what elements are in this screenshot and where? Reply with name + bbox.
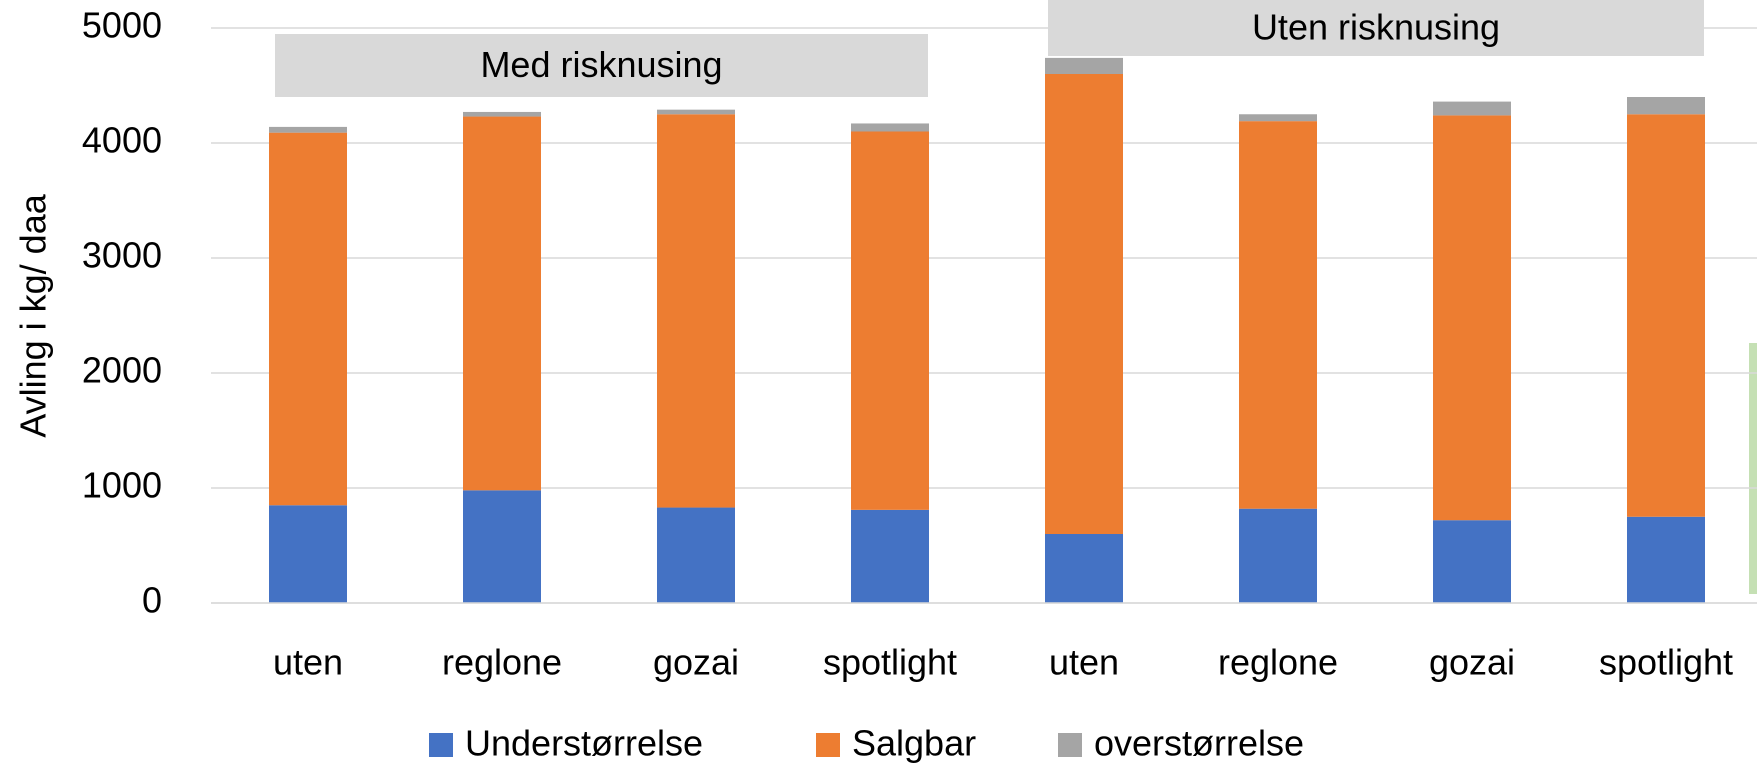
bar-segment: [851, 123, 929, 132]
bar-segment: [269, 126, 347, 133]
legend-swatch: [1058, 733, 1082, 757]
bar-segment: [851, 509, 929, 603]
y-axis-label: Avling i kg/ daa: [13, 193, 54, 437]
bar-segment: [269, 505, 347, 603]
bar-segment: [1045, 74, 1123, 534]
y-tick-label: 4000: [82, 120, 162, 161]
bar-segment: [463, 490, 541, 603]
bar-segment: [657, 507, 735, 603]
bar-segment: [1627, 114, 1705, 517]
y-tick-label: 3000: [82, 235, 162, 276]
legend-swatch: [816, 733, 840, 757]
y-tick-label: 0: [142, 580, 162, 621]
x-tick-label: reglone: [442, 642, 562, 683]
y-tick-label: 1000: [82, 465, 162, 506]
bar-segment: [1239, 121, 1317, 509]
bar-segment: [1627, 516, 1705, 603]
bar-segment: [1045, 57, 1123, 74]
legend-label: Salgbar: [852, 723, 976, 764]
bar-segment: [1433, 101, 1511, 116]
x-tick-label: spotlight: [823, 642, 957, 683]
annotation: Med risknusing: [480, 44, 722, 85]
y-tick-label: 5000: [82, 5, 162, 46]
legend-label: overstørrelse: [1094, 723, 1304, 764]
legend-swatch: [429, 733, 453, 757]
group-box: [275, 34, 928, 97]
bar-segment: [463, 111, 541, 117]
bar-segment: [1239, 508, 1317, 603]
bar-segment: [851, 131, 929, 510]
x-tick-label: reglone: [1218, 642, 1338, 683]
bar-segment: [1627, 97, 1705, 115]
y-tick-label: 2000: [82, 350, 162, 391]
x-tick-label: spotlight: [1599, 642, 1733, 683]
annotation: Uten risknusing: [1252, 7, 1500, 48]
bar-segment: [463, 116, 541, 491]
bar-segment: [1045, 534, 1123, 603]
bar-segment: [1433, 520, 1511, 603]
x-tick-label: uten: [1049, 642, 1119, 683]
bar-segment: [1239, 114, 1317, 122]
bar-segment: [657, 109, 735, 115]
bar-segment: [657, 114, 735, 508]
x-tick-label: gozai: [1429, 642, 1515, 683]
decoration: [1749, 343, 1757, 594]
bar-segment: [1433, 115, 1511, 521]
x-tick-label: gozai: [653, 642, 739, 683]
bar-segment: [269, 132, 347, 506]
legend-label: Understørrelse: [465, 723, 703, 764]
x-tick-label: uten: [273, 642, 343, 683]
group-box: [1048, 0, 1704, 56]
